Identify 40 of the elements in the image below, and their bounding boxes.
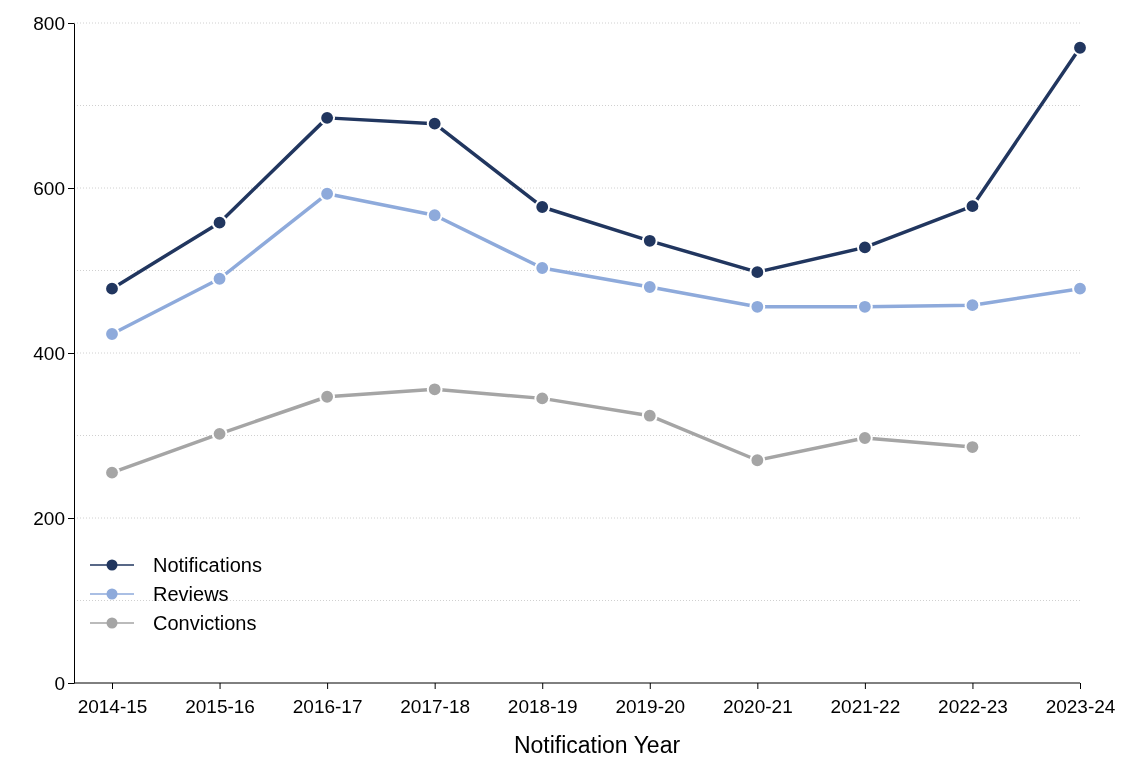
x-tick-label: 2023-24 <box>1045 695 1116 717</box>
x-tick-label: 2021-22 <box>830 695 901 717</box>
x-tick-label: 2019-20 <box>615 695 686 717</box>
point <box>426 115 443 132</box>
point <box>641 407 658 424</box>
x-tick-label: 2020-21 <box>722 695 793 717</box>
point <box>426 381 443 398</box>
point <box>104 326 120 342</box>
point <box>856 430 873 446</box>
x-axis-title: Notification Year <box>513 732 681 758</box>
legend-label: Convictions <box>153 612 257 634</box>
point <box>426 207 443 224</box>
y-tick-label: 400 <box>33 342 65 364</box>
point <box>211 270 228 287</box>
point <box>856 239 873 256</box>
point <box>1072 39 1088 56</box>
x-tick-label: 2018-19 <box>507 695 578 717</box>
x-tick-label: 2015-16 <box>185 695 255 717</box>
x-tick-label: 2016-17 <box>292 695 363 717</box>
y-tick-label: 800 <box>33 12 65 34</box>
point <box>211 214 228 231</box>
y-tick-label: 600 <box>33 177 65 199</box>
x-tick-label: 2014-15 <box>77 695 148 717</box>
y-tick-label: 0 <box>54 672 65 694</box>
point <box>641 279 658 295</box>
point <box>104 280 120 297</box>
point <box>104 464 120 481</box>
point <box>749 452 766 469</box>
point <box>534 390 551 407</box>
legend-label: Notifications <box>153 554 262 576</box>
x-tick-label: 2022-23 <box>938 695 1008 717</box>
point <box>534 260 551 276</box>
y-tick-label: 200 <box>33 507 65 529</box>
point <box>319 185 336 202</box>
point <box>534 199 551 215</box>
legend-label: Reviews <box>153 583 229 605</box>
point <box>964 439 981 455</box>
point <box>1072 280 1088 297</box>
point <box>319 388 336 405</box>
x-tick-label: 2017-18 <box>400 695 471 717</box>
